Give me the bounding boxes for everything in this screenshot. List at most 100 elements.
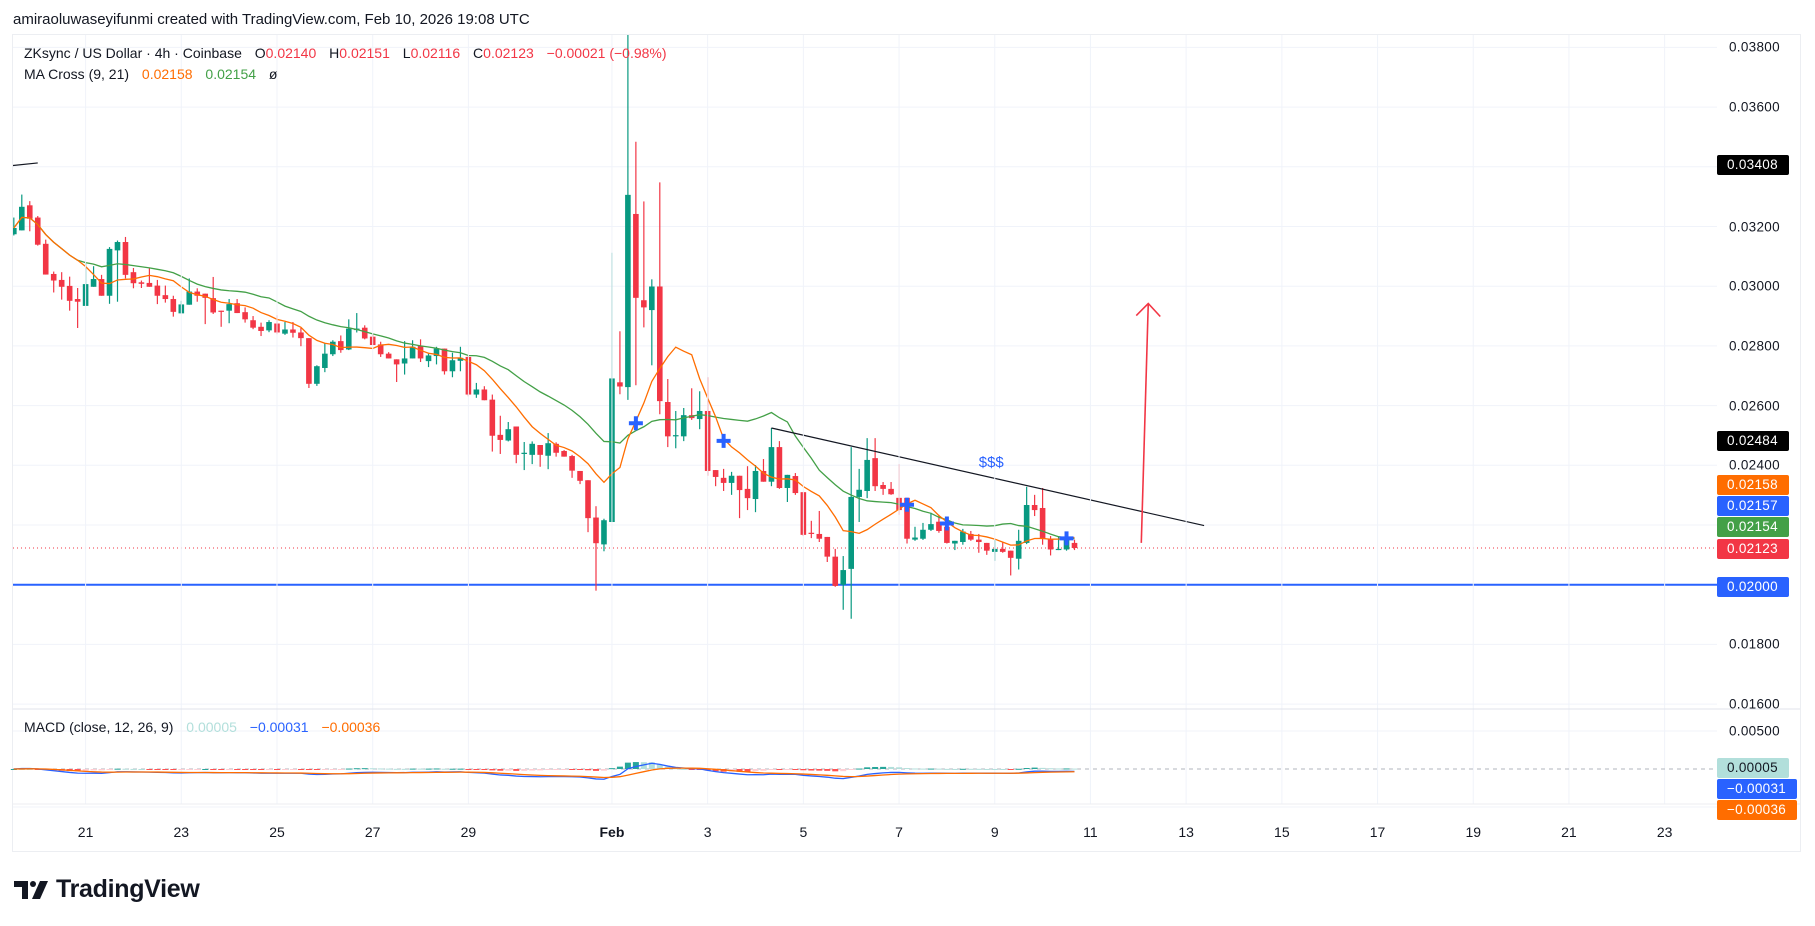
candle [473, 382, 480, 398]
candle [154, 279, 161, 305]
time-axis-label: Feb [599, 824, 625, 840]
candle [322, 343, 328, 373]
bullish-arrow-head-icon [1135, 302, 1161, 318]
tradingview-logo[interactable]: TradingView [14, 875, 200, 904]
macd-histogram-bar [824, 769, 831, 771]
candle-body [872, 458, 878, 487]
candle-body [601, 520, 607, 545]
candle [146, 268, 153, 287]
macd-histogram-bar [186, 769, 193, 770]
tradingview-logo-icon [14, 880, 48, 899]
candle-body [306, 338, 312, 384]
candle-body [936, 521, 942, 531]
price-axis-tick: 0.02800 [1729, 338, 1780, 354]
ma-legend[interactable]: MA Cross (9, 21) 0.02158 0.02154 ø [24, 66, 277, 82]
candle-body [848, 496, 854, 569]
change-value: −0.00021 (−0.98%) [546, 45, 667, 61]
macd-histogram-bar [130, 768, 137, 770]
candle [290, 322, 296, 338]
macd-histogram-bar [919, 768, 926, 770]
candle-body [194, 291, 201, 296]
ma-slow-value: 0.02154 [205, 66, 257, 82]
candle [880, 482, 886, 495]
macd-histogram-bar [608, 768, 615, 770]
main-pane [13, 35, 1717, 705]
symbol-title[interactable]: ZKsync / US Dollar · 4h · Coinbase [24, 45, 242, 61]
candle [513, 426, 520, 464]
macd-histogram-bar [632, 762, 639, 769]
price-axis-badge: 0.02000 [1717, 577, 1789, 597]
candle-body [593, 517, 599, 544]
macd-histogram-bar [170, 769, 177, 770]
trendline-top-left [13, 162, 38, 167]
candle-body [409, 346, 416, 359]
candle [952, 540, 958, 551]
candle-body [944, 526, 950, 543]
candle-body [792, 476, 799, 494]
candle [720, 468, 727, 491]
macd-histogram-bar [274, 769, 280, 770]
price-axis-badge: 0.02484 [1717, 431, 1789, 451]
candle-body [138, 282, 145, 284]
candle [114, 240, 121, 302]
macd-histogram-bar [904, 768, 911, 770]
macd-histogram-bar [1063, 768, 1070, 770]
macd-histogram-bar [210, 769, 217, 770]
macd-histogram-bar [194, 769, 201, 770]
candle [649, 279, 655, 366]
candle-body [282, 329, 288, 334]
candle [433, 346, 440, 365]
time-axis-label: 7 [895, 824, 903, 840]
macd-histogram-bar [912, 768, 918, 770]
macd-histogram-bar [1055, 768, 1062, 770]
macd-histogram-bar [337, 769, 344, 770]
macd-histogram-bar [321, 769, 328, 770]
macd-histogram-bar [1015, 768, 1022, 770]
chart-panel[interactable] [12, 34, 1801, 852]
macd-histogram-bar [776, 769, 783, 770]
ma-cross-marker-icon [1059, 531, 1074, 546]
candle [330, 340, 336, 357]
time-axis-label: 25 [269, 824, 285, 840]
candle [776, 441, 783, 489]
macd-histogram-bar [234, 769, 241, 770]
candle [864, 438, 870, 499]
macd-histogram-bar [377, 768, 384, 770]
macd-histogram-bar [393, 768, 400, 770]
price-axis-tick: 0.02400 [1729, 457, 1780, 473]
candle [593, 506, 599, 591]
candle [1023, 486, 1030, 545]
candle [19, 194, 25, 231]
candle-body [529, 443, 535, 455]
candle-body [441, 348, 448, 372]
macd-histogram-bar [545, 769, 552, 771]
macd-histogram-bar [1023, 767, 1030, 769]
macd-histogram-bar [74, 769, 81, 772]
candle [792, 473, 799, 495]
candle-body [920, 529, 926, 539]
candle-body [473, 389, 480, 395]
candle-body [999, 548, 1006, 552]
macd-legend[interactable]: MACD (close, 12, 26, 9) 0.00005 −0.00031… [24, 719, 380, 735]
candle [26, 201, 33, 232]
liquidity-text-annotation[interactable]: $$$ [978, 454, 1004, 472]
candle [1071, 539, 1078, 551]
candle [577, 470, 583, 485]
candle [74, 287, 81, 328]
candle [760, 459, 767, 482]
candle-body [425, 355, 432, 362]
candle [537, 445, 543, 467]
macd-histogram-bar [800, 769, 807, 771]
candle-body [960, 531, 966, 543]
macd-histogram-bar [600, 769, 607, 771]
candle-body [218, 310, 224, 312]
close-value: 0.02123 [483, 45, 534, 61]
candle-body [680, 415, 687, 437]
macd-histogram-bar [832, 769, 839, 772]
macd-histogram-bar [449, 768, 456, 770]
macd-histogram-bar [1007, 769, 1014, 770]
macd-histogram-bar [752, 769, 759, 772]
candle [736, 475, 743, 519]
candle-body [768, 447, 775, 482]
